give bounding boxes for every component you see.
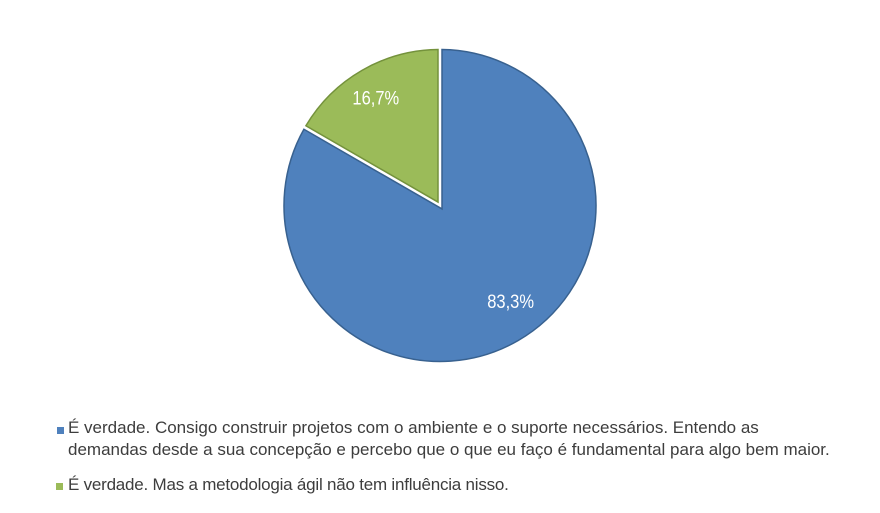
svg-text:83,3%: 83,3% [487, 291, 534, 312]
svg-text:16,7%: 16,7% [352, 87, 399, 108]
